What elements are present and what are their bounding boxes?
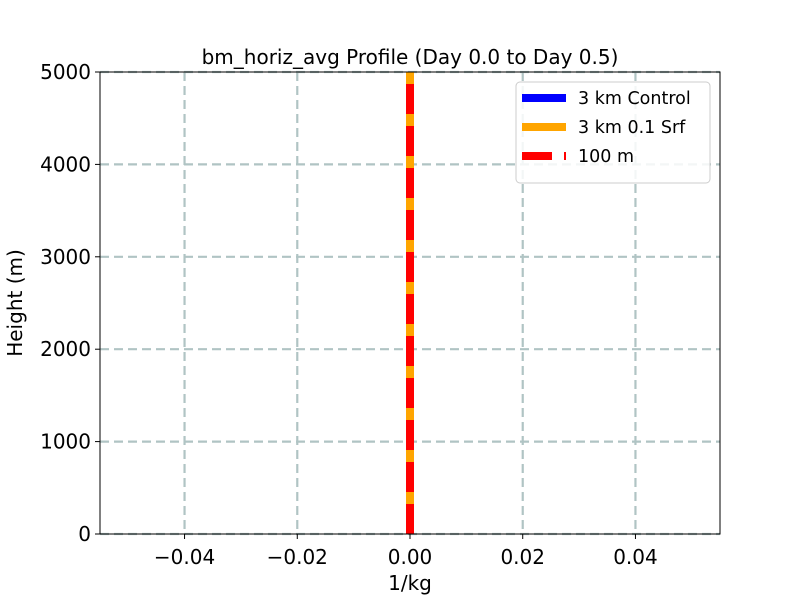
y-tick-label: 2000 (40, 337, 91, 361)
y-axis-label: Height (m) (3, 249, 27, 357)
legend-label: 100 m (578, 147, 634, 167)
legend-label: 3 km 0.1 Srf (578, 118, 686, 138)
y-tick-label: 1000 (40, 430, 91, 454)
x-axis-label: 1/kg (388, 571, 432, 595)
x-tick-label: 0.02 (500, 545, 545, 569)
x-tick-label: 0.04 (613, 545, 658, 569)
y-tick-label: 3000 (40, 245, 91, 269)
y-axis: 0 1000 2000 3000 4000 5000 (40, 60, 100, 546)
x-tick-label: −0.04 (154, 545, 215, 569)
x-tick-label: −0.02 (267, 545, 328, 569)
y-tick-label: 5000 (40, 60, 91, 84)
chart-title: bm_horiz_avg Profile (Day 0.0 to Day 0.5… (202, 45, 619, 69)
x-axis: −0.04 −0.02 0.00 0.02 0.04 (154, 534, 658, 569)
y-tick-label: 4000 (40, 152, 91, 176)
legend-label: 3 km Control (578, 89, 691, 109)
legend: 3 km Control 3 km 0.1 Srf 100 m (515, 81, 711, 184)
y-tick-label: 0 (78, 522, 91, 546)
x-tick-label: 0.00 (388, 545, 433, 569)
